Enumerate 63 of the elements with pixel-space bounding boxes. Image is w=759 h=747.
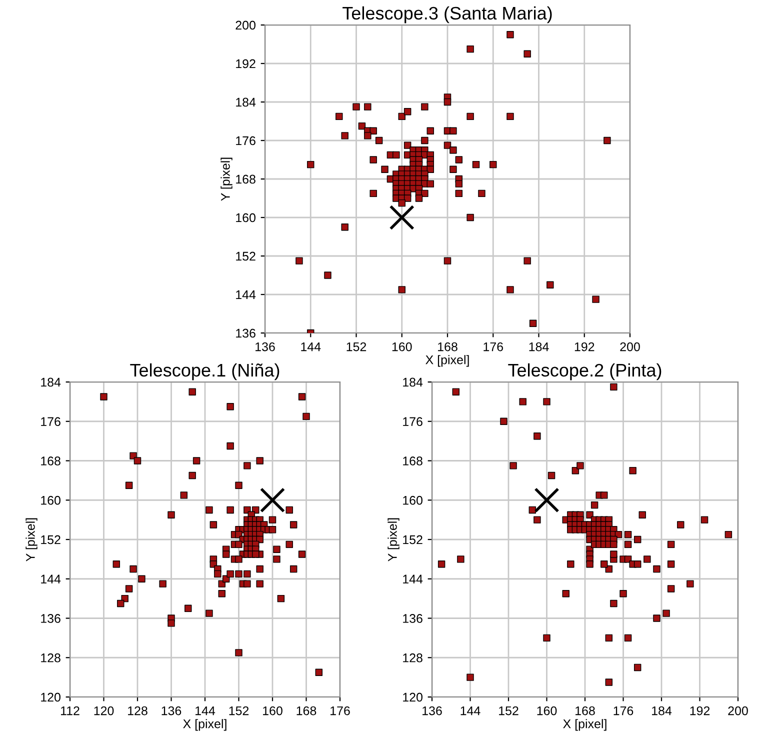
x-tick-label: 184 xyxy=(529,342,549,352)
y-tick-label: 136 xyxy=(403,614,422,623)
y-tick-label: 192 xyxy=(236,59,256,68)
x-axis-title: X [pixel] xyxy=(426,355,469,367)
y-tick-label: 168 xyxy=(236,174,256,184)
x-tick-label: 192 xyxy=(690,706,710,716)
x-tick-label: 144 xyxy=(460,706,480,716)
y-tick-label: 184 xyxy=(236,98,256,107)
x-tick-label: 152 xyxy=(346,342,366,352)
x-tick-label: 112 xyxy=(60,706,80,716)
x-tick-label: 168 xyxy=(296,706,316,716)
y-tick-label: 136 xyxy=(236,328,256,338)
y-tick-label: 152 xyxy=(236,252,256,261)
x-tick-label: 128 xyxy=(128,706,148,716)
x-tick-label: 160 xyxy=(537,706,557,716)
y-tick-label: 160 xyxy=(41,496,60,505)
y-tick-label: 184 xyxy=(403,378,423,387)
x-tick-label: 136 xyxy=(422,706,442,716)
x-tick-label: 144 xyxy=(196,706,216,716)
y-axis-title: Y [pixel] xyxy=(220,158,232,201)
x-axis-title: X [pixel] xyxy=(183,719,226,731)
y-tick-label: 120 xyxy=(403,692,422,702)
y-axis-title: Y [pixel] xyxy=(388,518,400,562)
y-tick-label: 160 xyxy=(403,496,422,505)
y-tick-label: 152 xyxy=(41,535,60,544)
y-tick-label: 176 xyxy=(41,417,60,426)
x-tick-label: 176 xyxy=(614,706,634,716)
x-tick-label: 136 xyxy=(256,342,275,352)
x-tick-label: 176 xyxy=(484,342,504,352)
x-tick-label: 160 xyxy=(263,706,282,716)
chart-title: Telescope.2 (Pinta) xyxy=(508,363,662,380)
x-tick-label: 144 xyxy=(301,342,321,352)
y-tick-label: 184 xyxy=(41,378,61,387)
y-tick-label: 176 xyxy=(236,136,256,146)
x-tick-label: 192 xyxy=(574,342,594,352)
x-tick-label: 120 xyxy=(94,706,114,716)
y-tick-label: 168 xyxy=(403,456,422,466)
y-tick-label: 200 xyxy=(236,20,256,30)
y-axis-title: Y [pixel] xyxy=(26,518,38,562)
x-axis-title: X [pixel] xyxy=(563,719,606,731)
x-tick-label: 168 xyxy=(576,706,595,716)
y-tick-label: 160 xyxy=(236,213,256,222)
y-tick-label: 176 xyxy=(403,417,422,426)
y-tick-label: 128 xyxy=(403,653,422,662)
x-tick-label: 184 xyxy=(652,706,672,716)
x-tick-label: 200 xyxy=(728,706,748,716)
x-tick-label: 160 xyxy=(392,342,412,352)
x-tick-label: 176 xyxy=(330,706,350,716)
x-tick-label: 152 xyxy=(499,706,518,716)
x-tick-label: 168 xyxy=(438,342,458,352)
y-tick-label: 144 xyxy=(236,290,256,300)
chart-title: Telescope.1 (Niña) xyxy=(130,363,280,380)
y-tick-label: 144 xyxy=(41,574,61,584)
x-tick-label: 136 xyxy=(162,706,182,716)
y-tick-label: 152 xyxy=(403,535,422,544)
chart-title: Telescope.3 (Santa Maria) xyxy=(342,6,552,24)
y-tick-label: 144 xyxy=(403,574,423,584)
y-tick-label: 136 xyxy=(41,614,60,623)
y-tick-label: 128 xyxy=(41,653,60,662)
y-tick-label: 120 xyxy=(41,692,60,702)
x-tick-label: 200 xyxy=(620,342,640,352)
x-tick-label: 152 xyxy=(229,706,249,716)
y-tick-label: 168 xyxy=(41,456,60,466)
